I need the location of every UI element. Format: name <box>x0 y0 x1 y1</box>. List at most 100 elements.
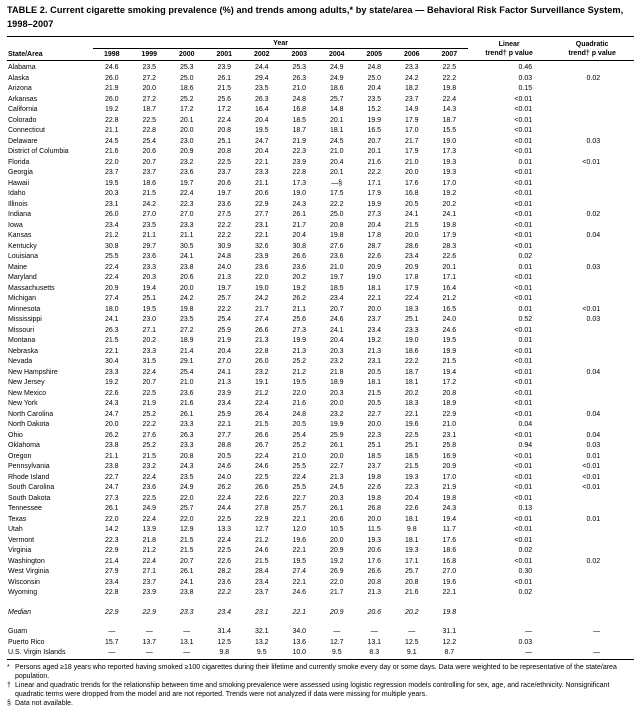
prevalence-value-cell: 27.8 <box>254 505 269 512</box>
prevalence-value-cell: 24.2 <box>254 295 269 302</box>
prevalence-value-cell: 23.7 <box>104 169 119 176</box>
prevalence-value-cell: 24.5 <box>104 137 119 145</box>
prevalence-value-cell: 22.1 <box>217 421 232 428</box>
linear-p-value-cell: <0.01 <box>514 295 533 302</box>
prevalence-value-cell: 22.4 <box>254 400 269 407</box>
prevalence-value-cell: 20.8 <box>329 221 344 229</box>
prevalence-value-cell: 25.3 <box>292 64 307 71</box>
prevalence-value-cell: 22.7 <box>367 410 382 418</box>
prevalence-value-cell: 27.4 <box>104 295 119 302</box>
prevalence-value-cell: 17.6 <box>367 557 382 565</box>
table-row: Illinois 23.1 24.2 22.3 23.6 22.9 24.3 22.2 19.9… <box>7 200 634 211</box>
prevalence-value-cell: 19.0 <box>367 274 382 281</box>
prevalence-value-cell: 9.1 <box>406 649 417 656</box>
table-row: Nebraska 22.1 23.3 21.4 20.4 22.8 21.3 20.3 21.3… <box>7 347 634 358</box>
prevalence-value-cell: 23.4 <box>217 608 232 616</box>
prevalence-value-cell: 19.4 <box>442 515 457 523</box>
state-area-column-header: State/Area <box>7 36 93 61</box>
prevalence-value-cell: 9.8 <box>219 649 230 656</box>
table-row: Maryland 22.4 20.3 20.6 21.3 22.0 20.2 19.7 19.0… <box>7 273 634 284</box>
year-column-header: 2002 <box>243 48 281 61</box>
prevalence-value-cell: 32.6 <box>254 242 269 250</box>
prevalence-value-cell: 21.5 <box>179 536 194 544</box>
quadratic-p-value-cell <box>550 221 634 232</box>
prevalence-value-cell: 11.7 <box>442 526 456 533</box>
prevalence-value-cell: 21.7 <box>254 305 269 313</box>
quadratic-p-value-cell <box>550 347 634 358</box>
prevalence-value-cell: 14.9 <box>404 106 419 113</box>
prevalence-value-cell: 22.7 <box>329 463 344 470</box>
prevalence-value-cell: 19.2 <box>367 337 382 344</box>
prevalence-value-cell: 20.9 <box>442 463 457 470</box>
year-column-header: 2003 <box>280 48 318 61</box>
state-area-cell: Florida <box>8 158 30 166</box>
prevalence-value-cell: 14.2 <box>104 526 119 533</box>
prevalence-value-cell: 19.6 <box>292 536 307 544</box>
quadratic-p-value-cell <box>550 273 634 284</box>
prevalence-value-cell: 25.1 <box>367 442 382 449</box>
prevalence-value-cell: 21.2 <box>254 389 269 397</box>
prevalence-value-cell: 22.4 <box>104 274 119 281</box>
linear-p-value-cell: <0.01 <box>514 358 533 365</box>
table-row: Wyoming 22.8 23.9 23.8 22.2 23.7 24.6 21.7 21.3 2… <box>7 588 634 599</box>
prevalence-value-cell: 18.7 <box>442 116 457 124</box>
prevalence-value-cell: 9.5 <box>331 649 342 656</box>
prevalence-value-cell: 14.8 <box>329 106 344 113</box>
prevalence-value-cell: 23.7 <box>142 578 157 586</box>
prevalence-value-cell: 25.5 <box>104 253 119 260</box>
prevalence-value-cell: 22.3 <box>292 148 307 155</box>
state-area-cell: Connecticut <box>8 127 45 134</box>
state-area-cell: Iowa <box>8 221 23 229</box>
linear-p-value-cell: <0.01 <box>514 326 533 334</box>
prevalence-value-cell: 19.3 <box>404 547 419 554</box>
prevalence-value-cell: 21.6 <box>292 400 307 407</box>
prevalence-value-cell: 26.1 <box>104 505 119 512</box>
prevalence-value-cell: 13.2 <box>254 638 269 646</box>
table-row: Arkansas 26.0 27.2 25.2 25.6 26.3 24.8 25.7 23.5… <box>7 95 634 106</box>
quadratic-p-value-cell: 0.01 <box>586 515 601 523</box>
prevalence-value-cell: 21.5 <box>104 337 119 344</box>
table-row: North Carolina 24.7 25.2 26.1 25.9 26.4 24.8 23… <box>7 410 634 421</box>
prevalence-value-cell: 19.4 <box>142 284 157 292</box>
prevalence-value-cell: 19.5 <box>442 337 457 344</box>
prevalence-value-cell: 27.2 <box>179 326 194 334</box>
prevalence-value-cell: 21.1 <box>292 305 307 313</box>
prevalence-value-cell: — <box>333 628 341 635</box>
prevalence-value-cell: 23.4 <box>217 400 232 407</box>
linear-p-value-cell: <0.01 <box>514 473 533 481</box>
prevalence-value-cell: 23.1 <box>367 358 382 365</box>
prevalence-value-cell: 26.0 <box>104 95 119 103</box>
state-area-cell: Wisconsin <box>8 578 40 586</box>
prevalence-value-cell: 22.4 <box>142 557 157 565</box>
prevalence-value-cell: 19.3 <box>404 473 419 481</box>
prevalence-value-cell: 24.1 <box>442 211 457 218</box>
prevalence-value-cell: 23.5 <box>142 221 157 229</box>
linear-p-value-cell: <0.01 <box>514 221 533 229</box>
prevalence-value-cell: 25.4 <box>217 316 232 323</box>
quadratic-p-value-cell: 0.02 <box>586 211 601 218</box>
prevalence-value-cell: 21.5 <box>404 463 419 470</box>
prevalence-value-cell: 16.9 <box>442 452 457 460</box>
prevalence-value-cell: 22.8 <box>104 589 119 596</box>
prevalence-value-cell: 22.2 <box>217 305 232 313</box>
prevalence-value-cell: 22.4 <box>142 368 157 376</box>
linear-p-value-cell: <0.01 <box>514 200 533 208</box>
state-area-cell: Wyoming <box>8 589 38 596</box>
prevalence-value-cell: 20.9 <box>367 263 382 271</box>
prevalence-value-cell: 19.7 <box>217 284 232 292</box>
prevalence-value-cell: 20.4 <box>367 221 382 229</box>
prevalence-value-cell: 31.4 <box>217 628 232 635</box>
prevalence-value-cell: 23.5 <box>254 85 269 92</box>
linear-p-value-cell: — <box>525 628 533 635</box>
year-column-header: 2000 <box>168 48 206 61</box>
prevalence-value-cell: 20.0 <box>179 127 194 134</box>
prevalence-value-cell: 23.7 <box>404 95 419 103</box>
prevalence-value-cell: 21.5 <box>254 421 269 428</box>
prevalence-value-cell: 18.6 <box>329 85 344 92</box>
prevalence-value-cell: 9.5 <box>256 649 267 656</box>
linear-p-value-cell: <0.01 <box>514 526 533 533</box>
linear-p-value-cell: <0.01 <box>514 463 533 470</box>
state-area-cell: Georgia <box>8 169 33 176</box>
prevalence-value-cell: 18.5 <box>404 452 419 460</box>
prevalence-value-cell: 23.6 <box>142 253 157 260</box>
